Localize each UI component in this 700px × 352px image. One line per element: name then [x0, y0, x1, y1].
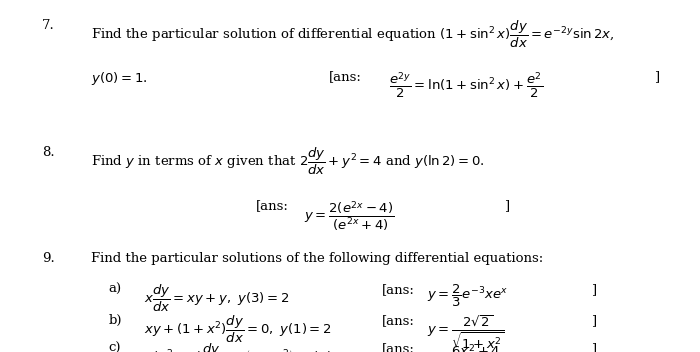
Text: $y=\dfrac{2\left(e^{2x}-4\right)}{\left(e^{2x}+4\right)}$: $y=\dfrac{2\left(e^{2x}-4\right)}{\left(… [304, 199, 395, 233]
Text: [ans:: [ans: [382, 314, 414, 327]
Text: $2\left(x^2+1\right)\dfrac{dy}{dx}=x\left(4-y^2\right),\ y(0)=1$: $2\left(x^2+1\right)\dfrac{dy}{dx}=x\lef… [144, 342, 356, 352]
Text: c): c) [108, 342, 121, 352]
Text: [ans:: [ans: [382, 342, 414, 352]
Text: ]: ] [592, 283, 596, 296]
Text: $y(0)=1$.: $y(0)=1$. [91, 70, 148, 87]
Text: $xy+\left(1+x^2\right)\dfrac{dy}{dx}=0,\ y(1)=2$: $xy+\left(1+x^2\right)\dfrac{dy}{dx}=0,\… [144, 314, 331, 345]
Text: a): a) [108, 283, 122, 296]
Text: Find the particular solutions of the following differential equations:: Find the particular solutions of the fol… [91, 252, 543, 265]
Text: $x\dfrac{dy}{dx}=xy+y,\ y(3)=2$: $x\dfrac{dy}{dx}=xy+y,\ y(3)=2$ [144, 283, 288, 314]
Text: 8.: 8. [42, 146, 55, 159]
Text: $y=\dfrac{2}{3}e^{-3}xe^{x}$: $y=\dfrac{2}{3}e^{-3}xe^{x}$ [427, 283, 508, 309]
Text: 7.: 7. [42, 19, 55, 32]
Text: Find $y$ in terms of $x$ given that $2\dfrac{dy}{dx}+y^2=4$ and $y(\ln 2)=0$.: Find $y$ in terms of $x$ given that $2\d… [91, 146, 485, 177]
Text: ]: ] [592, 342, 596, 352]
Text: 9.: 9. [42, 252, 55, 265]
Text: [ans:: [ans: [256, 199, 288, 212]
Text: [ans:: [ans: [329, 70, 362, 83]
Text: Find the particular solution of differential equation $\left(1+\sin^2 x\right)\d: Find the particular solution of differen… [91, 19, 615, 50]
Text: ]: ] [654, 70, 659, 83]
Text: ]: ] [592, 314, 596, 327]
Text: b): b) [108, 314, 122, 327]
Text: [ans:: [ans: [382, 283, 414, 296]
Text: $\dfrac{e^{2y}}{2}=\ln\!\left(1+\sin^2 x\right)+\dfrac{e^{2}}{2}$: $\dfrac{e^{2y}}{2}=\ln\!\left(1+\sin^2 x… [389, 70, 542, 100]
Text: $y=\dfrac{6x^2+4}{3x^2+4}$: $y=\dfrac{6x^2+4}{3x^2+4}$ [427, 342, 501, 352]
Text: $y=\dfrac{2\sqrt{2}}{\sqrt{1+x^2}}$: $y=\dfrac{2\sqrt{2}}{\sqrt{1+x^2}}$ [427, 314, 505, 352]
Text: ]: ] [504, 199, 509, 212]
